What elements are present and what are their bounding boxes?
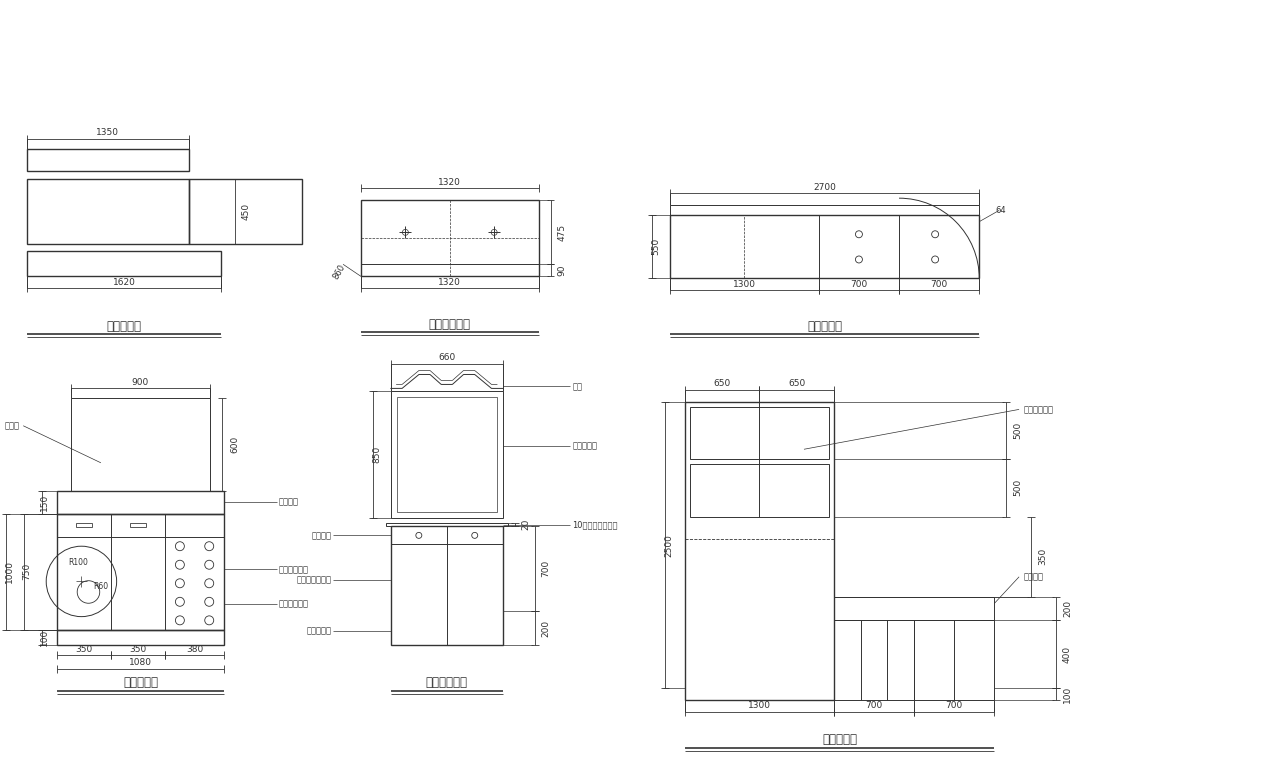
Text: 鞋柜立面图: 鞋柜立面图 — [123, 676, 159, 689]
Text: 1000: 1000 — [5, 560, 14, 583]
Bar — [189, 178, 302, 244]
Text: 400: 400 — [1063, 646, 1072, 663]
Text: 白胡桃木饰面: 白胡桃木饰面 — [279, 599, 308, 608]
Text: 红影木包边: 红影木包边 — [572, 442, 598, 450]
Bar — [670, 215, 980, 278]
Text: R100: R100 — [69, 558, 88, 567]
Text: 1080: 1080 — [129, 659, 152, 667]
Bar — [57, 490, 223, 514]
Text: 黑胡桃木饰面: 黑胡桃木饰面 — [1024, 405, 1055, 414]
Bar — [57, 514, 223, 630]
Text: 1320: 1320 — [438, 278, 461, 286]
Text: 650: 650 — [788, 379, 805, 388]
Bar — [76, 523, 93, 527]
Text: 660: 660 — [438, 353, 456, 362]
Text: 单色防火板饰面: 单色防火板饰面 — [296, 575, 331, 584]
Text: 500: 500 — [1013, 422, 1022, 439]
Text: 红影木饰面: 红影木饰面 — [306, 627, 331, 635]
Text: 900: 900 — [132, 378, 150, 387]
Bar — [27, 178, 189, 244]
Text: 不锈钢面: 不锈钢面 — [279, 498, 298, 506]
Bar — [27, 251, 221, 277]
Bar — [690, 407, 829, 460]
Bar — [685, 402, 834, 700]
Text: 200: 200 — [1063, 600, 1072, 617]
Bar — [670, 205, 980, 215]
Text: 650: 650 — [713, 379, 731, 388]
Text: 600: 600 — [230, 436, 239, 453]
Text: 700: 700 — [930, 280, 948, 289]
Text: 20: 20 — [522, 519, 530, 531]
Bar — [914, 620, 994, 700]
Text: 700: 700 — [945, 702, 963, 710]
Text: 2700: 2700 — [813, 183, 836, 192]
Text: 350: 350 — [75, 644, 93, 653]
Text: 鞋柜平面图: 鞋柜平面图 — [107, 319, 142, 332]
Bar — [834, 597, 994, 620]
Text: 700: 700 — [865, 702, 882, 710]
Text: 100: 100 — [1063, 686, 1072, 702]
Bar — [360, 201, 538, 277]
Text: 10厚磨砂玻璃台面: 10厚磨砂玻璃台面 — [572, 520, 618, 529]
Text: 850: 850 — [372, 446, 381, 463]
Text: 200: 200 — [542, 620, 551, 637]
Text: 2500: 2500 — [664, 534, 673, 557]
Text: 衣柜平面图: 衣柜平面图 — [807, 319, 843, 332]
Text: 衣柜立面图: 衣柜立面图 — [822, 733, 857, 746]
Text: 700: 700 — [850, 280, 868, 289]
Text: 1620: 1620 — [113, 278, 136, 286]
Bar — [27, 149, 189, 171]
Text: 梳妆台平面图: 梳妆台平面图 — [429, 318, 471, 331]
Text: 64: 64 — [996, 206, 1006, 215]
Bar — [834, 620, 914, 700]
Text: 不锈钢柜: 不锈钢柜 — [311, 531, 331, 540]
Text: 350: 350 — [129, 644, 147, 653]
Bar — [131, 523, 146, 527]
Text: 550: 550 — [651, 238, 660, 256]
Text: R60: R60 — [94, 582, 109, 591]
Text: 500: 500 — [1013, 480, 1022, 496]
Text: 750: 750 — [22, 563, 32, 581]
Text: 黑胡桃木饰面: 黑胡桃木饰面 — [279, 565, 308, 574]
Bar — [397, 398, 496, 512]
Text: 梳妆台立面图: 梳妆台立面图 — [426, 676, 468, 689]
Text: 镜面: 镜面 — [572, 382, 582, 391]
Text: 475: 475 — [557, 224, 566, 241]
Bar — [71, 398, 209, 490]
Bar — [57, 630, 223, 645]
Text: 1300: 1300 — [747, 702, 770, 710]
Text: 1320: 1320 — [438, 178, 461, 187]
Bar — [386, 523, 508, 526]
Bar — [391, 526, 503, 645]
Bar — [391, 391, 503, 518]
Text: 150: 150 — [41, 493, 49, 511]
Text: 380: 380 — [187, 644, 203, 653]
Text: 450: 450 — [242, 202, 251, 220]
Text: 700: 700 — [542, 560, 551, 578]
Text: 1350: 1350 — [96, 129, 119, 137]
Text: 90: 90 — [557, 264, 566, 276]
Text: 860: 860 — [331, 263, 346, 280]
Text: 金属扣: 金属扣 — [4, 421, 19, 430]
Bar — [690, 464, 829, 516]
Text: 1300: 1300 — [733, 280, 756, 289]
Text: 不锈钢柜: 不锈钢柜 — [1024, 572, 1044, 581]
Text: 100: 100 — [41, 629, 49, 646]
Text: 350: 350 — [1038, 548, 1047, 565]
